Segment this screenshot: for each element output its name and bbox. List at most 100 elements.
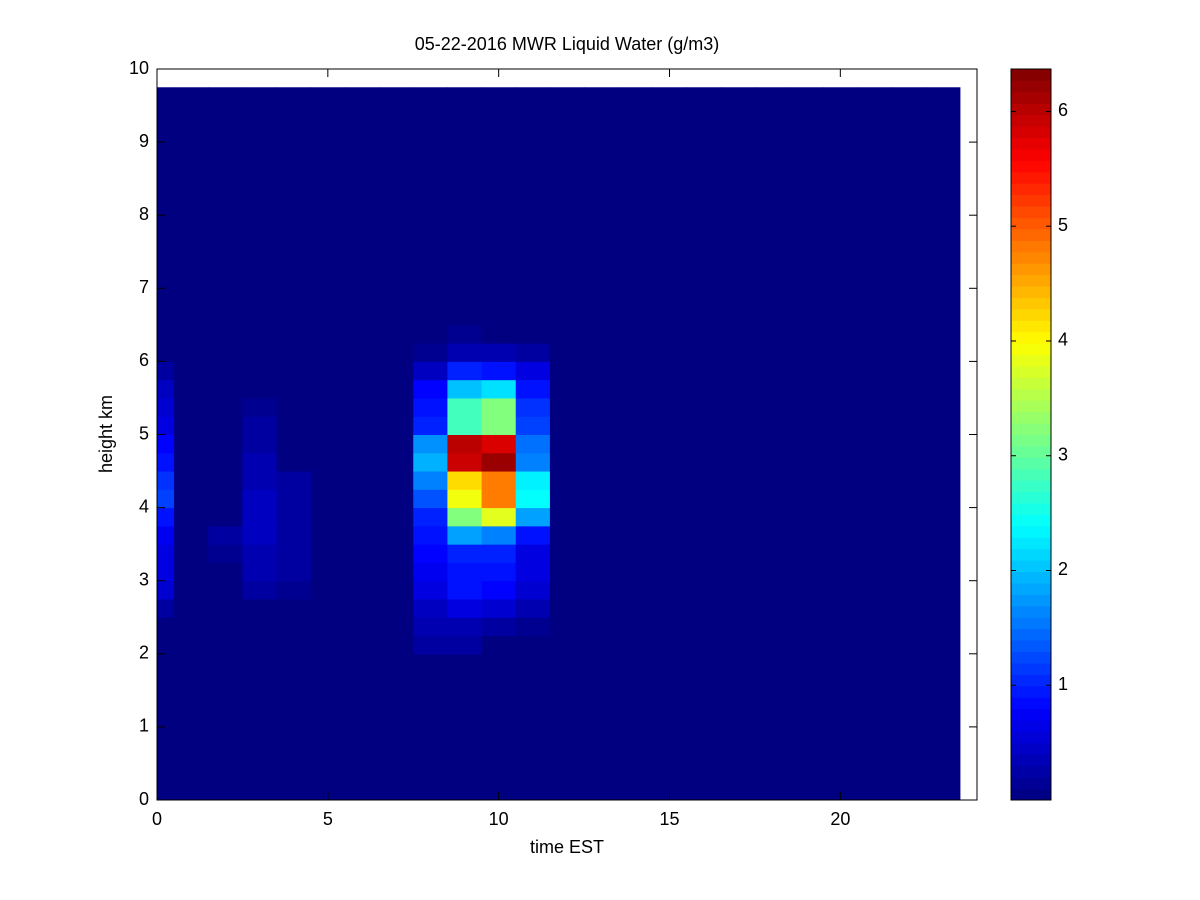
- heatmap-cell: [208, 416, 243, 435]
- heatmap-cell: [515, 489, 551, 509]
- heatmap-cell: [857, 562, 893, 582]
- x-tick-label: 0: [152, 809, 162, 829]
- heatmap-cell: [344, 471, 380, 490]
- colorbar-swatch: [1011, 354, 1051, 367]
- y-tick-label: 8: [139, 204, 149, 224]
- colorbar-swatch: [1011, 286, 1051, 298]
- heatmap-cell: [789, 471, 824, 490]
- colorbar-swatch: [1011, 560, 1051, 573]
- heatmap-cell: [584, 361, 619, 381]
- heatmap-cell: [584, 598, 619, 618]
- heatmap-cell: [686, 580, 722, 600]
- heatmap-cell: [276, 617, 312, 637]
- heatmap-cell: [584, 397, 619, 417]
- heatmap-cell: [823, 379, 858, 399]
- colorbar-swatch: [1011, 343, 1051, 356]
- heatmap-cell: [789, 507, 824, 527]
- heatmap-cell: [174, 452, 209, 472]
- colorbar-swatch: [1011, 754, 1051, 767]
- heatmap-cell: [242, 343, 278, 362]
- colorbar-swatch: [1011, 605, 1051, 618]
- heatmap-cell: [276, 343, 312, 362]
- heatmap-cell: [891, 525, 927, 545]
- heatmap-cell: [823, 489, 858, 509]
- heatmap-cell: [174, 416, 209, 435]
- colorbar-swatch: [1011, 377, 1051, 390]
- heatmap-cell: [584, 562, 619, 582]
- colorbar-swatch: [1011, 263, 1051, 276]
- heatmap-cell: [157, 324, 175, 344]
- heatmap-cell: [618, 471, 653, 490]
- heatmap-cell: [584, 635, 619, 655]
- colorbar-swatch: [1011, 240, 1051, 253]
- heatmap-cell: [618, 653, 653, 800]
- colorbar-swatch: [1011, 685, 1051, 698]
- heatmap-cell: [174, 379, 209, 399]
- heatmap-cell: [925, 416, 961, 435]
- heatmap-cell: [549, 397, 585, 417]
- heatmap-cell: [276, 452, 312, 472]
- heatmap-cell: [925, 544, 961, 563]
- heatmap-cell: [242, 598, 278, 618]
- heatmap-cell: [686, 324, 722, 344]
- heatmap-cell: [549, 87, 585, 326]
- heatmap-cell: [720, 471, 756, 490]
- y-tick-label: 6: [139, 350, 149, 370]
- heatmap-cell: [157, 434, 175, 454]
- heatmap-cell: [208, 361, 243, 381]
- heatmap-cell: [789, 416, 824, 435]
- heatmap-cell: [447, 653, 483, 800]
- heatmap-cell: [157, 580, 175, 600]
- heatmap-cell: [310, 580, 346, 600]
- heatmap-cell: [447, 471, 483, 490]
- heatmap-cell: [925, 361, 961, 381]
- colorbar-swatch: [1011, 160, 1051, 173]
- colorbar-swatch: [1011, 434, 1051, 447]
- colorbar-swatch: [1011, 457, 1051, 470]
- heatmap-cell: [344, 489, 380, 509]
- heatmap-cell: [310, 452, 346, 472]
- heatmap-cell: [174, 562, 209, 582]
- heatmap-cell: [515, 617, 551, 637]
- heatmap-cell: [481, 544, 517, 563]
- heatmap-cell: [413, 343, 448, 362]
- heatmap-cell: [652, 379, 688, 399]
- heatmap-cell: [891, 471, 927, 490]
- heatmap-cell: [618, 525, 653, 545]
- heatmap-cell: [754, 562, 790, 582]
- heatmap-cell: [686, 507, 722, 527]
- heatmap-cell: [413, 397, 448, 417]
- heatmap-cell: [174, 635, 209, 655]
- heatmap-cell: [652, 343, 688, 362]
- heatmap-cell: [447, 452, 483, 472]
- heatmap-cell: [447, 525, 483, 545]
- heatmap-cell: [157, 87, 175, 326]
- heatmap-cell: [549, 580, 585, 600]
- heatmap-cell: [242, 434, 278, 454]
- y-axis-label: height km: [96, 395, 116, 473]
- heatmap-cell: [242, 452, 278, 472]
- heatmap-cell: [754, 544, 790, 563]
- heatmap-cell: [857, 361, 893, 381]
- heatmap-cell: [174, 617, 209, 637]
- heatmap-cell: [789, 434, 824, 454]
- heatmap-cell: [754, 397, 790, 417]
- colorbar-swatch: [1011, 228, 1051, 241]
- colorbar-swatch: [1011, 80, 1051, 93]
- colorbar-swatch: [1011, 491, 1051, 504]
- heatmap-cell: [413, 489, 448, 509]
- colorbar-swatch: [1011, 331, 1051, 344]
- heatmap-cell: [174, 580, 209, 600]
- heatmap-cell: [823, 416, 858, 435]
- heatmap-cell: [515, 343, 551, 362]
- heatmap-cell: [925, 452, 961, 472]
- heatmap-cell: [789, 562, 824, 582]
- heatmap-cell: [584, 343, 619, 362]
- heatmap-cell: [481, 562, 517, 582]
- heatmap-cell: [379, 544, 414, 563]
- heatmap-cell: [720, 635, 756, 655]
- heatmap-cell: [208, 653, 243, 800]
- colorbar-swatch: [1011, 171, 1051, 184]
- y-tick-label: 5: [139, 423, 149, 443]
- heatmap-cell: [174, 471, 209, 490]
